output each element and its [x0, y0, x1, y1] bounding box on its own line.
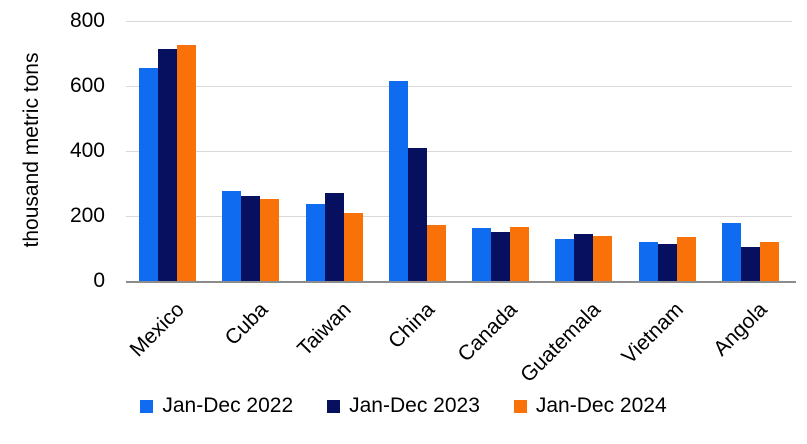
x-axis-label: Taiwan	[292, 298, 356, 361]
bar	[491, 231, 511, 281]
bar	[343, 213, 363, 281]
y-tick-label: 800	[69, 9, 105, 32]
bar-group	[293, 21, 376, 281]
bar	[260, 198, 280, 281]
legend-item: Jan-Dec 2022	[140, 394, 293, 418]
bar	[158, 49, 178, 281]
bar	[740, 246, 760, 281]
legend-label: Jan-Dec 2024	[535, 394, 667, 417]
gridline	[126, 151, 792, 152]
bar-group	[126, 21, 209, 281]
bar	[574, 233, 594, 281]
bar	[472, 228, 492, 281]
bar	[593, 235, 613, 281]
bar	[177, 44, 197, 281]
y-tick-label: 0	[93, 269, 105, 292]
y-tick-label: 600	[69, 74, 105, 97]
legend-swatch-icon	[140, 399, 154, 413]
legend-swatch-icon	[513, 399, 527, 413]
bar	[305, 204, 325, 281]
bar-group	[376, 21, 459, 281]
gridline	[126, 86, 792, 87]
bar-group	[626, 21, 709, 281]
bar	[657, 243, 677, 281]
legend-label: Jan-Dec 2023	[349, 394, 480, 417]
legend: Jan-Dec 2022 Jan-Dec 2023 Jan-Dec 2024	[0, 394, 807, 418]
y-tick-label: 400	[69, 139, 105, 162]
x-axis-label: China	[383, 298, 439, 354]
legend-item: Jan-Dec 2023	[327, 394, 480, 418]
gridline	[126, 21, 792, 22]
y-tick-label: 200	[69, 204, 105, 227]
bar	[407, 148, 427, 281]
plot-area	[126, 21, 796, 283]
bar	[324, 193, 344, 281]
bar	[638, 242, 658, 281]
bar-group	[209, 21, 292, 281]
bar	[222, 190, 242, 281]
bar	[388, 80, 408, 281]
bar-group	[709, 21, 792, 281]
x-axis-label: Guatemala	[516, 298, 606, 387]
bar-groups	[126, 21, 792, 281]
legend-item: Jan-Dec 2024	[513, 394, 667, 418]
x-axis-label: Vietnam	[617, 298, 689, 369]
x-axis-label: Cuba	[220, 298, 273, 350]
x-axis-label: Mexico	[125, 298, 189, 362]
legend-swatch-icon	[327, 399, 341, 413]
gridline	[126, 216, 792, 217]
x-axis-label: Angola	[709, 298, 772, 361]
bar-group	[542, 21, 625, 281]
bar	[721, 222, 741, 281]
bar	[510, 227, 530, 281]
bar	[241, 195, 261, 281]
bar-group	[459, 21, 542, 281]
bar	[759, 242, 779, 281]
bar	[555, 239, 575, 281]
bar	[139, 68, 159, 281]
legend-label: Jan-Dec 2022	[162, 394, 294, 417]
x-axis-line	[126, 281, 796, 283]
bar	[676, 237, 696, 281]
bar	[426, 225, 446, 281]
x-axis-label: Canada	[453, 298, 522, 367]
